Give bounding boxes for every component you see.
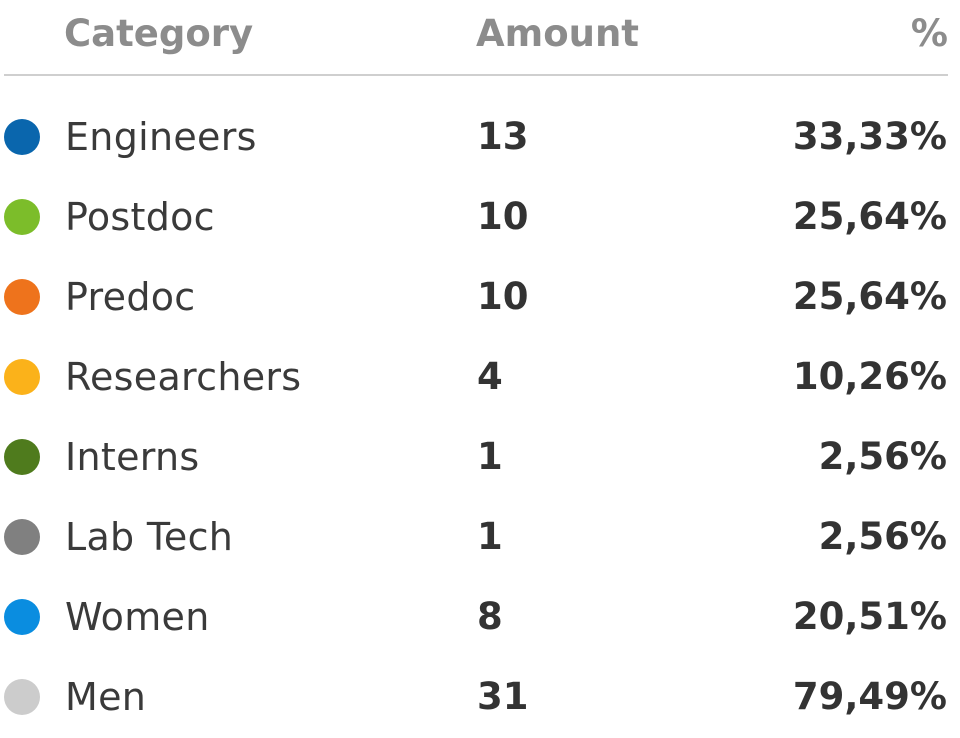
table-row: Engineers 13 33,33% — [0, 98, 960, 178]
row-category: Engineers — [65, 115, 257, 159]
row-percent: 25,64% — [792, 275, 947, 318]
row-category: Predoc — [65, 275, 196, 319]
row-amount: 4 — [477, 355, 503, 398]
row-percent: 25,64% — [792, 195, 947, 238]
row-amount: 10 — [477, 195, 529, 238]
table-row: Predoc 10 25,64% — [0, 258, 960, 338]
row-percent: 10,26% — [792, 355, 947, 398]
legend-dot-icon — [4, 599, 40, 635]
table-row: Postdoc 10 25,64% — [0, 178, 960, 258]
row-percent: 33,33% — [792, 115, 947, 158]
legend-dot-icon — [4, 519, 40, 555]
table-row: Men 31 79,49% — [0, 658, 960, 738]
header-amount: Amount — [476, 12, 639, 55]
legend-dot-icon — [4, 279, 40, 315]
table-row: Researchers 4 10,26% — [0, 338, 960, 418]
legend-dot-icon — [4, 359, 40, 395]
row-category: Postdoc — [65, 195, 215, 239]
row-amount: 1 — [477, 515, 503, 558]
legend-dot-icon — [4, 119, 40, 155]
legend-dot-icon — [4, 439, 40, 475]
row-percent: 2,56% — [818, 435, 947, 478]
row-amount: 13 — [477, 115, 529, 158]
legend-dot-icon — [4, 199, 40, 235]
header-percent: % — [910, 12, 948, 55]
row-category: Men — [65, 675, 147, 719]
row-amount: 1 — [477, 435, 503, 478]
row-category: Interns — [65, 435, 200, 479]
row-percent: 20,51% — [792, 595, 947, 638]
row-percent: 79,49% — [792, 675, 947, 718]
category-table: Category Amount % Engineers 13 33,33% Postd… — [4, 0, 948, 719]
table-row: Lab Tech 1 2,56% — [0, 498, 960, 578]
header-category: Category — [64, 12, 254, 55]
row-category: Women — [65, 595, 210, 639]
row-category: Researchers — [65, 355, 302, 399]
row-amount: 8 — [477, 595, 503, 638]
table-row: Women 8 20,51% — [0, 578, 960, 658]
row-category: Lab Tech — [65, 515, 234, 559]
table-row: Interns 1 2,56% — [0, 418, 960, 498]
legend-dot-icon — [4, 679, 40, 715]
table-header: Category Amount % — [4, 0, 948, 76]
table-body: Engineers 13 33,33% Postdoc 10 25,64% Predoc 10… — [0, 98, 960, 738]
row-amount: 10 — [477, 275, 529, 318]
row-percent: 2,56% — [818, 515, 947, 558]
row-amount: 31 — [477, 675, 529, 718]
